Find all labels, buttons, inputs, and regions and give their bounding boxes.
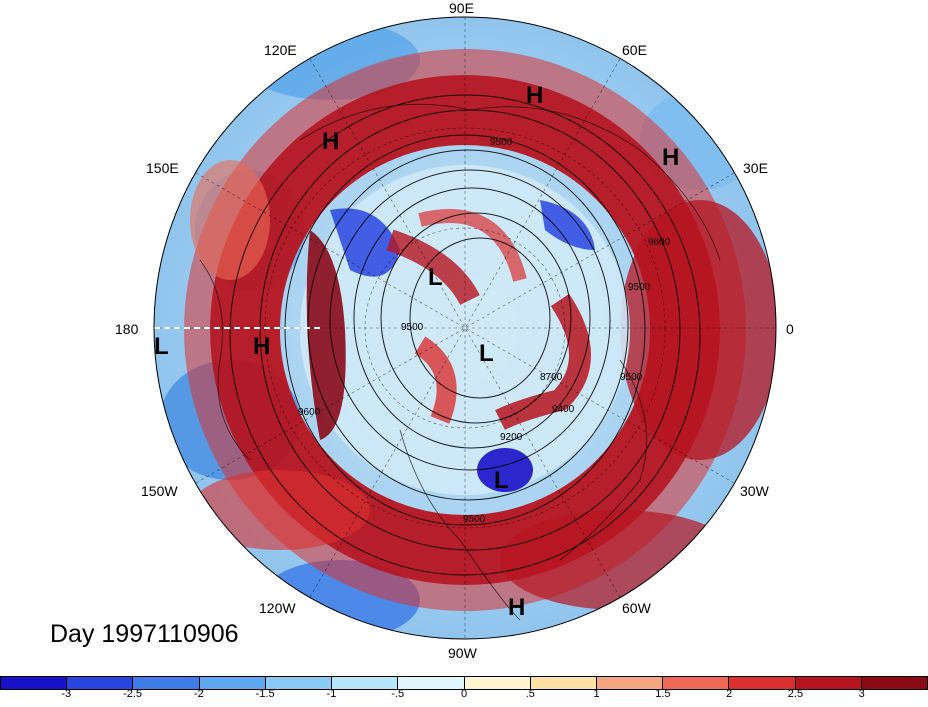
positive-anomaly-streak — [386, 229, 480, 306]
contour-label: 9600 — [298, 407, 321, 418]
colorbar-tick-label: 2.5 — [787, 688, 804, 700]
coastlines — [199, 103, 721, 621]
lon-label-150w: 150W — [141, 483, 178, 499]
positive-anomaly-region — [190, 470, 370, 550]
contour-labels: 9500 9500 9600 9500 8700 9400 9200 9500 9500 9600 — [298, 137, 671, 525]
negative-anomaly-region — [540, 200, 595, 250]
positive-anomaly-streak — [414, 336, 457, 424]
low-pressure-marker: L — [428, 264, 443, 291]
lon-label-120e: 120E — [264, 42, 297, 58]
lon-label-30w: 30W — [740, 483, 769, 499]
colorbar-tick-label: -3 — [61, 688, 72, 700]
contour-label: 8700 — [540, 372, 563, 383]
contour-label: 9600 — [648, 237, 671, 248]
lon-label-60w: 60W — [622, 600, 651, 616]
contour-label: 9200 — [500, 432, 523, 443]
contour-label: 9400 — [552, 404, 575, 415]
contour-label: 9500 — [401, 322, 424, 333]
colorbar-swatch — [663, 677, 730, 689]
negative-anomaly-region — [477, 448, 533, 492]
colorbar-swatch — [67, 677, 134, 689]
colorbar-swatch — [464, 677, 531, 689]
negative-anomaly-region — [330, 208, 400, 277]
colorbar-swatch — [133, 677, 200, 689]
colorbar-tick-label: -1 — [326, 688, 337, 700]
colorbar-tick-label: -2 — [193, 688, 204, 700]
low-pressure-marker: L — [494, 467, 509, 494]
colorbar-tick-label: 0 — [460, 688, 468, 700]
contour-label: 9500 — [620, 372, 643, 383]
high-pressure-marker: H — [508, 594, 526, 621]
colorbar-swatch — [332, 677, 399, 689]
colorbar-swatch — [861, 677, 928, 689]
colorbar-tick-label: -2.5 — [123, 688, 143, 700]
map-border — [153, 16, 777, 640]
lon-label-150e: 150E — [146, 160, 179, 176]
colorbar-swatch — [1, 677, 68, 689]
day-label: Day 1997110906 — [50, 620, 239, 648]
colorbar-swatch — [596, 677, 664, 689]
colorbar-tick-label: 2 — [726, 688, 733, 700]
colorbar-swatch — [795, 677, 862, 689]
lon-label-30e: 30E — [743, 160, 768, 176]
lon-label-90w: 90W — [448, 645, 477, 661]
colorbar-swatch — [729, 677, 796, 689]
colorbar-tick-label: .5 — [525, 688, 535, 700]
positive-anomaly-streak — [418, 209, 527, 282]
colorbar-tick-label: 3 — [858, 688, 865, 700]
contour-label: 9500 — [463, 514, 486, 525]
colorbar-tick-label: -.5 — [391, 688, 405, 700]
contour-label: 9500 — [628, 282, 651, 293]
colorbar — [0, 676, 928, 690]
positive-anomaly-streak — [306, 230, 346, 440]
low-pressure-marker: L — [479, 340, 494, 367]
lon-label-0: 0 — [786, 321, 794, 337]
low-pressure-marker: L — [154, 333, 169, 360]
high-pressure-marker: H — [526, 82, 544, 109]
contour-label: 9500 — [490, 137, 513, 148]
positive-anomaly-region — [500, 510, 740, 610]
lon-label-120w: 120W — [259, 600, 296, 616]
lon-label-90e: 90E — [449, 0, 474, 16]
colorbar-swatch — [199, 677, 266, 689]
high-pressure-marker: H — [662, 144, 680, 171]
colorbar-swatch — [530, 677, 597, 689]
graticule — [154, 17, 776, 639]
high-pressure-marker: H — [322, 128, 340, 155]
positive-anomaly-region — [190, 160, 270, 280]
colorbar-tick-label: -1.5 — [255, 688, 275, 700]
colorbar-ticks: -3 -2.5 -2 -1.5 -1 -.5 0 .5 1 1.5 2 2.5 3 — [0, 688, 928, 702]
high-pressure-marker: H — [253, 333, 271, 360]
colorbar-swatch — [265, 677, 333, 689]
colorbar-swatch — [398, 677, 465, 689]
lon-label-180: 180 — [115, 321, 139, 337]
colorbar-tick-label: 1.5 — [655, 688, 671, 700]
lon-label-60e: 60E — [622, 42, 647, 58]
colorbar-tick-label: 1 — [593, 688, 600, 700]
